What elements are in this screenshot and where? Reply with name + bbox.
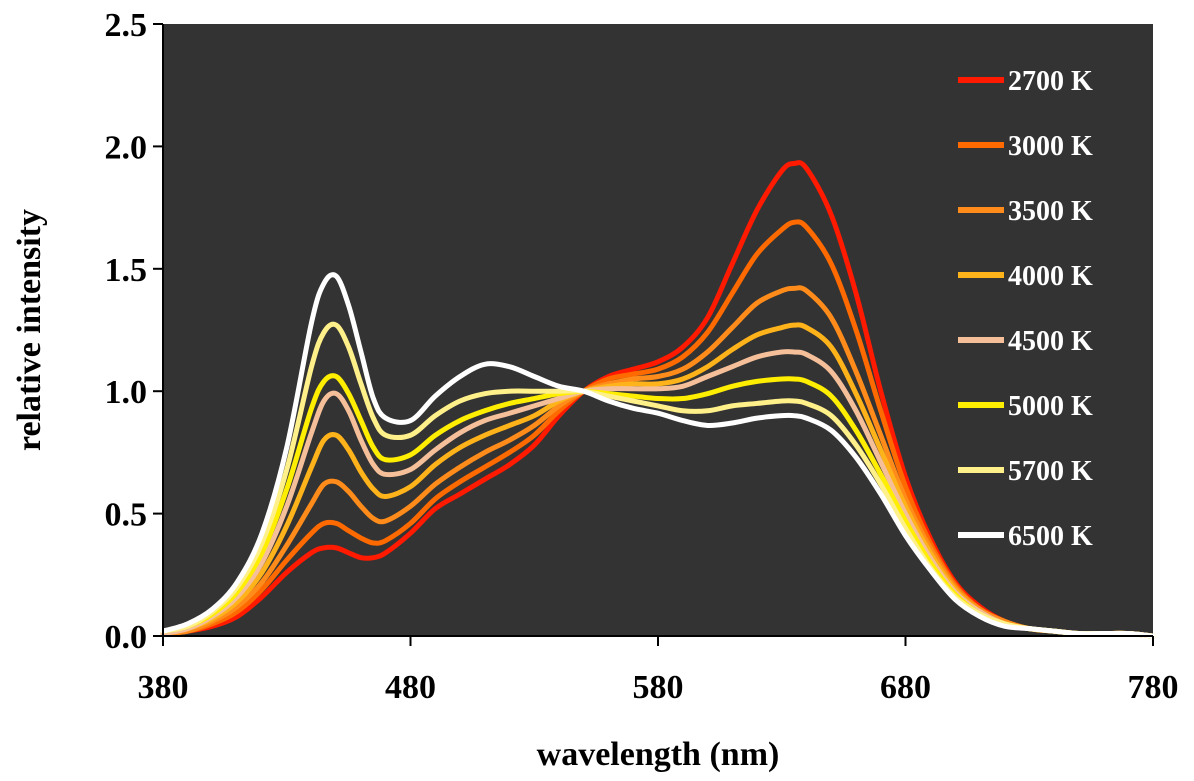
- y-tick-label: 1.5: [105, 252, 148, 289]
- legend-label: 4000 K: [1008, 261, 1093, 292]
- x-tick-label: 780: [1128, 669, 1179, 706]
- y-tick-label: 0.5: [105, 497, 148, 534]
- y-tick-label: 2.0: [105, 129, 148, 166]
- legend-label: 3000 K: [1008, 131, 1093, 162]
- legend-label: 2700 K: [1008, 66, 1093, 97]
- y-tick-label: 2.5: [105, 7, 148, 44]
- x-axis-title: wavelength (nm): [537, 736, 780, 773]
- legend-label: 6500 K: [1008, 521, 1093, 552]
- y-tick-label: 1.0: [105, 374, 148, 411]
- y-tick-label: 0.0: [105, 619, 148, 656]
- series-layer: [160, 160, 1156, 639]
- legend-label: 4500 K: [1008, 326, 1093, 357]
- legend-label: 5000 K: [1008, 391, 1093, 422]
- x-tick-label: 580: [633, 669, 684, 706]
- y-axis-title: relative intensity: [11, 209, 48, 451]
- x-tick-label: 380: [138, 669, 189, 706]
- axes: 0.0 0.5 1.0 1.5 2.0 2.5 380 480 580 680 780: [105, 7, 1179, 706]
- x-tick-label: 480: [385, 669, 436, 706]
- legend-label: 3500 K: [1008, 196, 1093, 227]
- x-tick-label: 680: [880, 669, 931, 706]
- legend: 2700 K 3000 K 3500 K 4000 K 4500 K 5000 K 5700…: [958, 66, 1093, 552]
- series-line-6500-k: [160, 272, 1156, 639]
- legend-label: 5700 K: [1008, 456, 1093, 487]
